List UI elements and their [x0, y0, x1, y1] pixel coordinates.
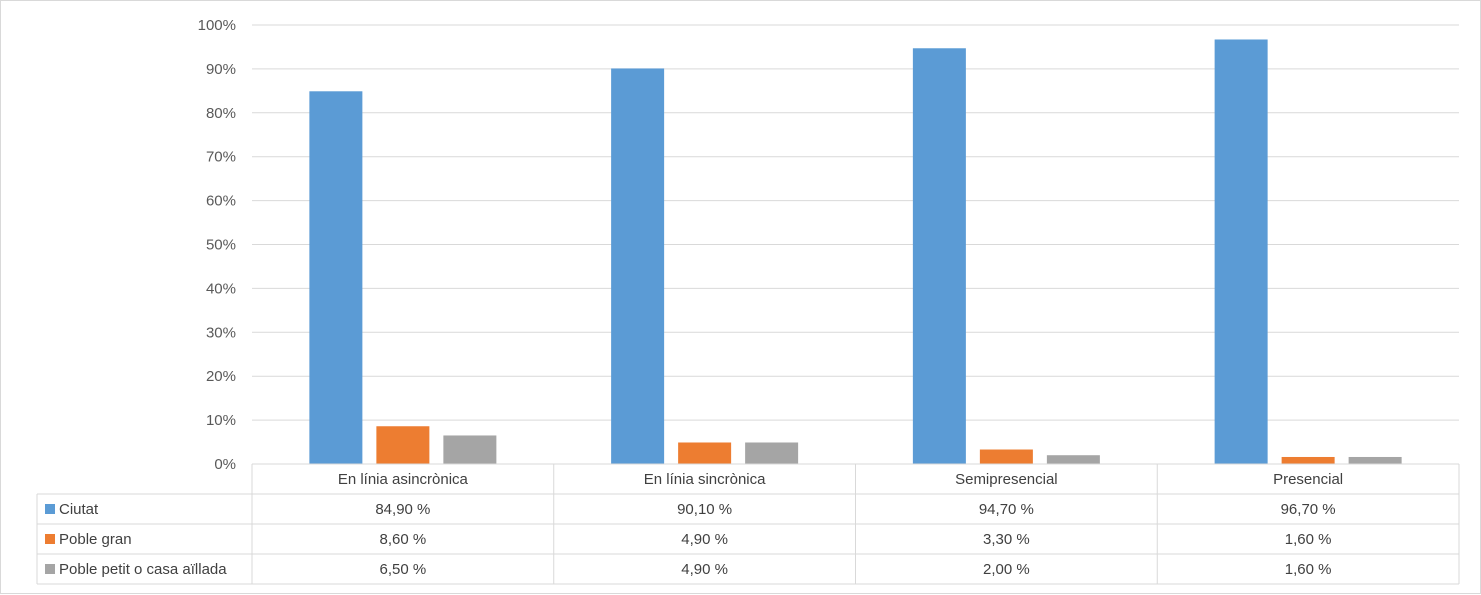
- x-category-label: Semipresencial: [955, 471, 1058, 488]
- data-table: [36, 463, 1460, 585]
- bars: [309, 39, 1402, 464]
- y-tick-label: 70%: [206, 149, 236, 166]
- y-tick-label: 40%: [206, 280, 236, 297]
- bar: [1281, 456, 1335, 464]
- x-category-label: Presencial: [1273, 471, 1343, 488]
- y-tick-label: 90%: [206, 61, 236, 78]
- bar: [1348, 456, 1402, 464]
- y-tick-label: 20%: [206, 368, 236, 385]
- y-tick-label: 100%: [198, 17, 236, 34]
- y-gridlines: [252, 24, 1459, 465]
- legend-series-name: Poble gran: [59, 531, 132, 548]
- bar: [678, 442, 732, 464]
- x-category-label: En línia asincrònica: [338, 471, 469, 488]
- y-tick-label: 0%: [214, 456, 236, 473]
- bar: [443, 435, 497, 464]
- data-value-label: 4,90 %: [681, 531, 728, 548]
- data-value-label: 96,70 %: [1281, 501, 1336, 518]
- legend-swatch: [45, 564, 55, 574]
- y-tick-label: 10%: [206, 412, 236, 429]
- y-tick-label: 30%: [206, 324, 236, 341]
- bar: [376, 426, 430, 464]
- legend-series-name: Poble petit o casa aïllada: [59, 561, 227, 578]
- data-value-label: 1,60 %: [1285, 531, 1332, 548]
- data-value-label: 2,00 %: [983, 561, 1030, 578]
- bar: [979, 449, 1033, 464]
- data-value-label: 90,10 %: [677, 501, 732, 518]
- x-category-label: En línia sincrònica: [644, 471, 766, 488]
- bar: [309, 91, 363, 464]
- bar: [1214, 39, 1268, 464]
- y-tick-label: 50%: [206, 237, 236, 254]
- data-value-label: 94,70 %: [979, 501, 1034, 518]
- data-value-label: 6,50 %: [380, 561, 427, 578]
- bar: [912, 48, 966, 464]
- bar: [745, 442, 799, 464]
- y-tick-label: 80%: [206, 105, 236, 122]
- data-value-label: 84,90 %: [375, 501, 430, 518]
- data-value-label: 8,60 %: [380, 531, 427, 548]
- legend-swatch: [45, 534, 55, 544]
- bar: [1046, 455, 1100, 464]
- data-value-label: 1,60 %: [1285, 561, 1332, 578]
- data-value-label: 4,90 %: [681, 561, 728, 578]
- bar: [611, 68, 665, 464]
- legend-series-name: Ciutat: [59, 501, 99, 518]
- data-value-label: 3,30 %: [983, 531, 1030, 548]
- legend-swatch: [45, 504, 55, 514]
- y-tick-label: 60%: [206, 193, 236, 210]
